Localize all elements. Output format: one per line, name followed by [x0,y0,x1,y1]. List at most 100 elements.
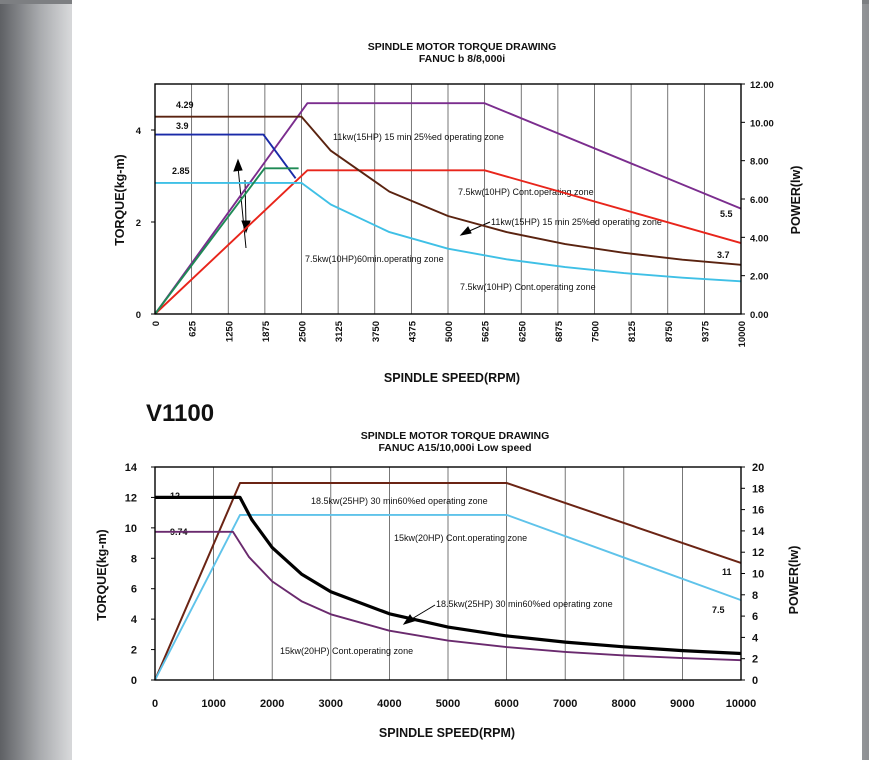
chart2-y2-tick-6: 12 [752,547,764,559]
datasheet-page [72,0,862,760]
chart1-x-tick-7: 4375 [407,320,418,342]
chart2-x-tick-0: 0 [152,698,158,710]
chart2-y-tick-0: 0 [131,675,137,687]
chart2-x-tick-5: 5000 [436,698,460,710]
chart1-arrow-up [233,158,247,249]
chart1-x-tick-9: 5625 [481,320,492,342]
chart2-subtitle: FANUC A15/10,000i Low speed [378,442,531,454]
chart1-y2-tick-2: 4.00 [750,233,769,244]
chart2-y2-tick-2: 4 [752,632,759,644]
chart1-y-tick-0: 0 [136,310,141,321]
chart2-series-3-line [155,495,742,656]
chart2-y2-axis-label: POWER(lw) [787,546,801,615]
chart2-y2-tick-7: 14 [752,526,765,538]
chart1-x-axis-label: SPINDLE SPEED(RPM) [384,371,520,385]
chart2-series-4-line [155,530,742,662]
chart2-y-tick-5: 10 [125,523,137,535]
chart1-y2-tick-4: 8.00 [750,157,769,168]
chart2-title: SPINDLE MOTOR TORQUE DRAWING [361,430,550,442]
chart1-series-2-line [154,169,742,315]
chart2-x-tick-2: 2000 [260,698,284,710]
chart1-y-tick-2: 4 [136,126,142,137]
chart1-x-tick-12: 7500 [591,321,602,342]
chart2-y-tick-4: 8 [131,553,137,565]
chart2-value-label-11: 11 [722,567,732,577]
chart2-x-axis-label: SPINDLE SPEED(RPM) [379,726,515,740]
model-heading-v1100: V1100 [146,400,214,427]
chart1-arrow-to-brown [459,221,491,236]
chart1-annotation-cyan: 7.5kw(10HP) Cont.operating zone [460,282,596,292]
chart1-x-tick-0: 0 [151,321,162,326]
chart1-value-label-3-7: 3.7 [717,250,730,260]
chart2-y2-tick-5: 10 [752,569,764,581]
chart2-y2-tick-4: 8 [752,590,758,602]
chart1-value-label-3-9: 3.9 [176,121,189,131]
chart2-x-tick-4: 4000 [377,698,401,710]
chart1-x-tick-1: 625 [188,320,199,337]
chart1-x-tick-5: 3125 [334,320,345,342]
chart1-y-axis-label: TORQUE(kg-m) [113,154,127,245]
chart2-y2-tick-8: 16 [752,505,764,517]
chart2-plot-frame [154,466,742,681]
chart1-series-3-line [155,115,742,266]
chart2-y-axis-label: TORQUE(kg-m) [95,529,109,620]
chart1-y2-tick-3: 6.00 [750,195,769,206]
chart1-y2-tick-0: 0.00 [750,310,769,321]
chart1-x-tick-16: 10000 [737,321,748,347]
chart2-x-tick-8: 8000 [612,698,636,710]
chart2-y-tick-2: 4 [131,614,138,626]
chart1-annotation-red: 7.5kw(10HP) Cont.operating zone [458,187,594,197]
chart1-y2-tick-6: 12.00 [750,80,774,91]
chart1-x-tick-4: 2500 [298,321,309,342]
chart2-y-tick-1: 2 [131,645,137,657]
chart2-x-tick-7: 7000 [553,698,577,710]
chart1-annotation-brown: 11kw(15HP) 15 min 25%ed operating zone [491,217,662,227]
chart1-value-label-2-85: 2.85 [172,166,190,176]
chart1-x-tick-13: 8125 [627,320,638,342]
chart1-plot-frame [154,83,742,315]
chart1-subtitle: FANUC b 8/8,000i [419,53,505,65]
chart1-series-4-line [155,133,297,179]
chart1-series-6-line [154,167,299,315]
chart2-series-2-line [154,513,742,681]
chart1-x-tick-8: 5000 [444,321,455,342]
chart2-y-tick-3: 6 [131,584,137,596]
chart1-annotation-purple: 11kw(15HP) 15 min 25%ed operating zone [333,132,504,142]
chart2-y-tick-6: 12 [125,492,137,504]
chart1-series-1-line [154,102,742,315]
chart2-x-tick-9: 9000 [670,698,694,710]
chart1-y2-tick-5: 10.00 [750,118,774,129]
chart2-y2-tick-10: 20 [752,462,764,474]
chart1-x-tick-2: 1250 [224,321,235,342]
chart1-x-tick-10: 6250 [517,321,528,342]
chart1-series-5-line [155,181,742,283]
chart2-value-label-7-5: 7.5 [712,605,725,615]
chart2-x-tick-1: 1000 [201,698,225,710]
chart1-annotation-60min: 7.5kw(10HP)60min.operating zone [305,254,444,264]
chart1-x-tick-15: 9375 [700,320,711,342]
chart2-x-tick-10: 10000 [726,698,757,710]
chart2-y2-tick-1: 2 [752,654,758,666]
chart2-y2-tick-9: 18 [752,483,764,495]
chart2-y-tick-7: 14 [125,462,138,474]
chart1-x-tick-3: 1875 [261,320,272,342]
chart1-x-tick-11: 6875 [554,320,565,342]
chart2-x-tick-3: 3000 [319,698,343,710]
chart2-y2-tick-3: 6 [752,611,758,623]
chart2-x-tick-6: 6000 [494,698,518,710]
chart2-annotation-purple: 15kw(20HP) Cont.operating zone [280,646,413,656]
chart1-x-tick-6: 3750 [371,321,382,342]
chart2-annotation-black: 18.5kw(25HP) 30 min60%ed operating zone [436,599,613,609]
chart1-y2-tick-1: 2.00 [750,272,769,283]
chart1-value-label-4-29: 4.29 [176,100,194,110]
chart1-y-tick-1: 2 [136,218,141,229]
chart1-value-label-5-5: 5.5 [720,209,733,219]
chart1-title: SPINDLE MOTOR TORQUE DRAWING [368,41,557,53]
chart2-annotation-brown: 18.5kw(25HP) 30 min60%ed operating zone [311,496,488,506]
chart1-x-tick-14: 8750 [664,321,675,342]
chart2-series-1-line [154,482,742,681]
chart1-y2-axis-label: POWER(lw) [789,166,803,235]
chart2-y2-tick-0: 0 [752,675,758,687]
chart2-annotation-cyan: 15kw(20HP) Cont.operating zone [394,533,527,543]
